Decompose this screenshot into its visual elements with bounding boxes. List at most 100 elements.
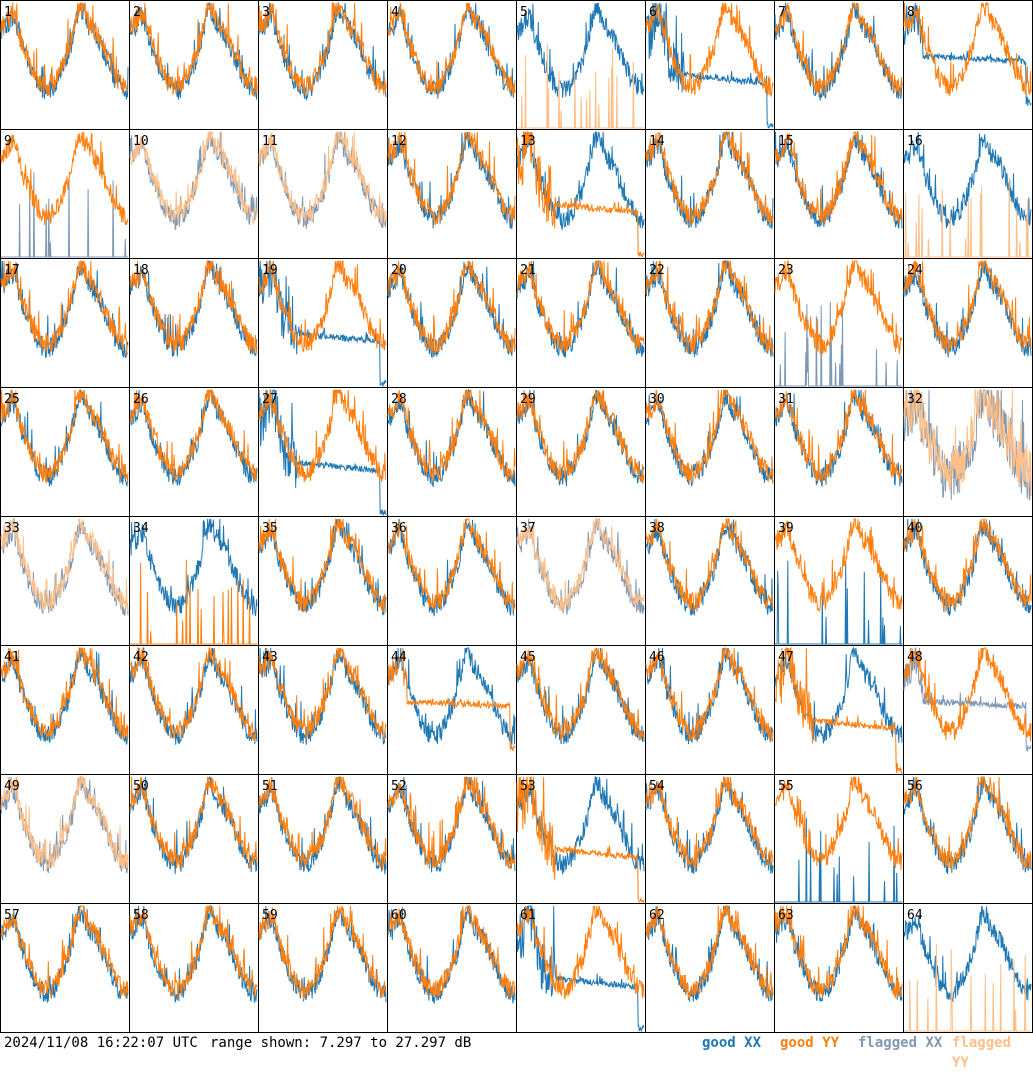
panel-63: 63 bbox=[774, 903, 904, 1033]
panel-label: 10 bbox=[133, 134, 149, 149]
panel-label: 53 bbox=[520, 779, 536, 794]
panel-40: 40 bbox=[903, 516, 1033, 646]
series-yy-panel-54 bbox=[645, 776, 774, 870]
series-xx-panel-51 bbox=[258, 776, 387, 875]
series-xx-panel-62 bbox=[645, 905, 774, 1002]
series-xx-panel-34 bbox=[129, 518, 258, 617]
series-xx-panel-12 bbox=[387, 131, 516, 230]
panel-label: 21 bbox=[520, 263, 536, 278]
series-xx-panel-56 bbox=[903, 776, 1032, 874]
panel-3: 3 bbox=[258, 0, 388, 130]
series-xx-panel-55 bbox=[775, 818, 902, 903]
series-yy-panel-41 bbox=[0, 647, 129, 740]
panel-label: 25 bbox=[4, 392, 20, 407]
series-xx-panel-6 bbox=[645, 2, 774, 129]
panel-1: 1 bbox=[0, 0, 130, 130]
panel-53: 53 bbox=[516, 774, 646, 904]
panel-label: 57 bbox=[4, 908, 20, 923]
panel-21: 21 bbox=[516, 258, 646, 388]
panel-label: 36 bbox=[391, 521, 407, 536]
series-xx-panel-4 bbox=[387, 2, 516, 99]
panel-label: 56 bbox=[907, 779, 923, 794]
panel-27: 27 bbox=[258, 387, 388, 517]
panel-35: 35 bbox=[258, 516, 388, 646]
panel-60: 60 bbox=[387, 903, 517, 1033]
series-yy-panel-23 bbox=[774, 259, 903, 355]
panel-33: 33 bbox=[0, 516, 130, 646]
panel-49: 49 bbox=[0, 774, 130, 904]
series-yy-panel-55 bbox=[774, 776, 903, 870]
series-yy-panel-59 bbox=[258, 904, 387, 1000]
panel-label: 64 bbox=[907, 908, 923, 923]
panel-label: 62 bbox=[649, 908, 665, 923]
panel-label: 26 bbox=[133, 392, 149, 407]
panel-label: 40 bbox=[907, 521, 923, 536]
series-yy-panel-32 bbox=[903, 389, 1032, 496]
series-xx-panel-11 bbox=[258, 131, 387, 229]
series-yy-panel-63 bbox=[774, 904, 903, 999]
panel-label: 61 bbox=[520, 908, 536, 923]
series-xx-panel-16 bbox=[903, 131, 1032, 229]
panel-label: 63 bbox=[778, 908, 794, 923]
panel-50: 50 bbox=[129, 774, 259, 904]
panel-label: 28 bbox=[391, 392, 407, 407]
panel-label: 6 bbox=[649, 5, 657, 20]
series-xx-panel-29 bbox=[516, 389, 645, 487]
series-yy-panel-6 bbox=[645, 2, 774, 97]
series-xx-panel-37 bbox=[516, 518, 645, 615]
panel-label: 50 bbox=[133, 779, 149, 794]
panel-47: 47 bbox=[774, 645, 904, 775]
panel-label: 58 bbox=[133, 908, 149, 923]
series-xx-panel-23 bbox=[775, 301, 902, 387]
panel-label: 46 bbox=[649, 650, 665, 665]
series-xx-panel-35 bbox=[258, 518, 387, 616]
panel-label: 60 bbox=[391, 908, 407, 923]
panel-37: 37 bbox=[516, 516, 646, 646]
series-xx-panel-38 bbox=[645, 518, 774, 617]
panel-24: 24 bbox=[903, 258, 1033, 388]
series-xx-panel-50 bbox=[129, 776, 258, 874]
panel-label: 43 bbox=[262, 650, 278, 665]
series-xx-panel-25 bbox=[0, 389, 129, 488]
series-xx-panel-44 bbox=[387, 647, 516, 746]
series-xx-panel-14 bbox=[645, 131, 774, 230]
panel-label: 4 bbox=[391, 5, 399, 20]
panel-15: 15 bbox=[774, 129, 904, 259]
series-yy-panel-12 bbox=[387, 131, 516, 226]
panel-label: 16 bbox=[907, 134, 923, 149]
panel-label: 5 bbox=[520, 5, 528, 20]
series-yy-panel-39 bbox=[774, 517, 903, 612]
series-yy-panel-22 bbox=[645, 260, 774, 355]
series-xx-panel-63 bbox=[774, 905, 903, 1002]
panel-label: 17 bbox=[4, 263, 20, 278]
panel-label: 27 bbox=[262, 392, 278, 407]
panel-label: 15 bbox=[778, 134, 794, 149]
series-xx-panel-20 bbox=[387, 260, 516, 359]
panel-label: 23 bbox=[778, 263, 794, 278]
series-yy-panel-19 bbox=[258, 260, 387, 352]
series-xx-panel-52 bbox=[387, 776, 516, 873]
series-yy-panel-25 bbox=[0, 389, 129, 484]
series-yy-panel-56 bbox=[903, 776, 1032, 870]
panel-label: 13 bbox=[520, 134, 536, 149]
panel-label: 45 bbox=[520, 650, 536, 665]
series-xx-panel-1 bbox=[0, 2, 129, 100]
panel-label: 7 bbox=[778, 5, 786, 20]
panel-14: 14 bbox=[645, 129, 775, 259]
series-yy-panel-31 bbox=[774, 389, 903, 483]
series-yy-panel-36 bbox=[387, 518, 516, 612]
series-yy-panel-20 bbox=[387, 260, 516, 354]
panel-label: 41 bbox=[4, 650, 20, 665]
series-yy-panel-61 bbox=[516, 905, 645, 1000]
series-yy-panel-10 bbox=[129, 131, 258, 225]
panel-label: 51 bbox=[262, 779, 278, 794]
legend-good-yy: good YY bbox=[780, 1035, 840, 1051]
series-yy-panel-29 bbox=[516, 389, 645, 483]
series-yy-panel-42 bbox=[129, 647, 258, 742]
series-xx-panel-49 bbox=[0, 775, 129, 874]
panel-label: 8 bbox=[907, 5, 915, 20]
panel-label: 37 bbox=[520, 521, 536, 536]
series-yy-panel-3 bbox=[258, 2, 387, 96]
panel-62: 62 bbox=[645, 903, 775, 1033]
